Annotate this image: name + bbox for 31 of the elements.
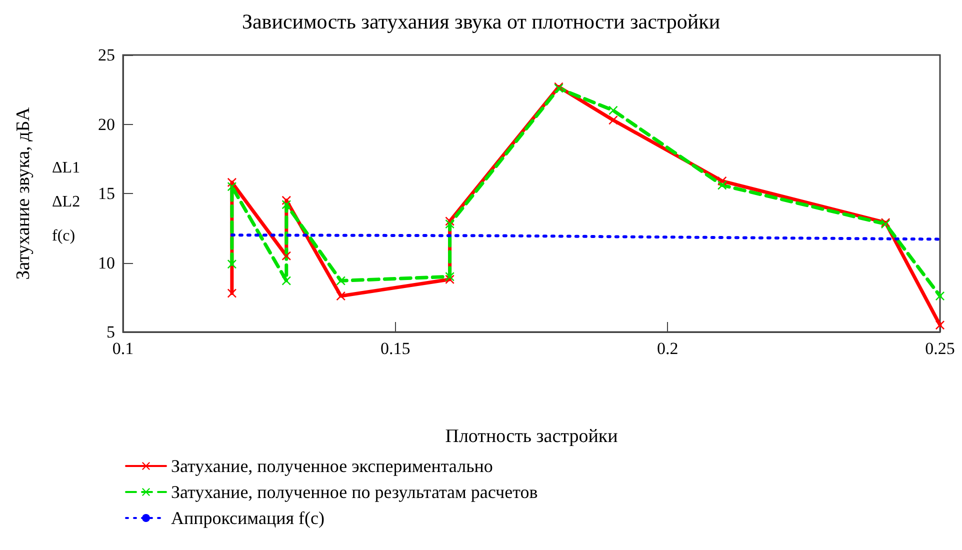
text: ΔL1 (52, 160, 80, 176)
x-tick-label: 0.2 (657, 339, 678, 358)
x-tick-label: 0.15 (380, 339, 410, 358)
point (227, 288, 236, 298)
point (445, 219, 454, 228)
text: ΔL2 (52, 194, 80, 210)
point (282, 200, 291, 210)
x-tick-label: 0.25 (925, 339, 955, 358)
y-axis-title: Затухание звука, дБА (13, 106, 34, 280)
point (608, 116, 618, 125)
point (718, 180, 727, 190)
point (608, 106, 618, 115)
legend-label: Затухание, полученное по результатам расчетов (171, 482, 538, 502)
y-tick-label: 25 (98, 46, 115, 64)
y-tick-label: 5 (106, 322, 115, 342)
y-tick-label: 20 (98, 114, 115, 134)
x-axis-title: Плотность застройки (445, 426, 618, 447)
point (336, 291, 346, 300)
legend-label: Затухание, полученное экспериментально (171, 456, 493, 476)
point (336, 276, 346, 286)
chart-title: Зависимость затухания звука от плотности застройки (242, 10, 720, 34)
point (227, 182, 236, 192)
legend-label: Аппроксимация f(c) (171, 508, 324, 528)
point (282, 276, 291, 286)
x-tick-label: 0.1 (112, 339, 134, 358)
point (282, 251, 291, 260)
y-tick-label: 15 (98, 184, 115, 203)
y-tick-label: 10 (98, 253, 115, 272)
point (227, 260, 236, 269)
point (445, 272, 454, 282)
text: f(c) (52, 228, 76, 244)
